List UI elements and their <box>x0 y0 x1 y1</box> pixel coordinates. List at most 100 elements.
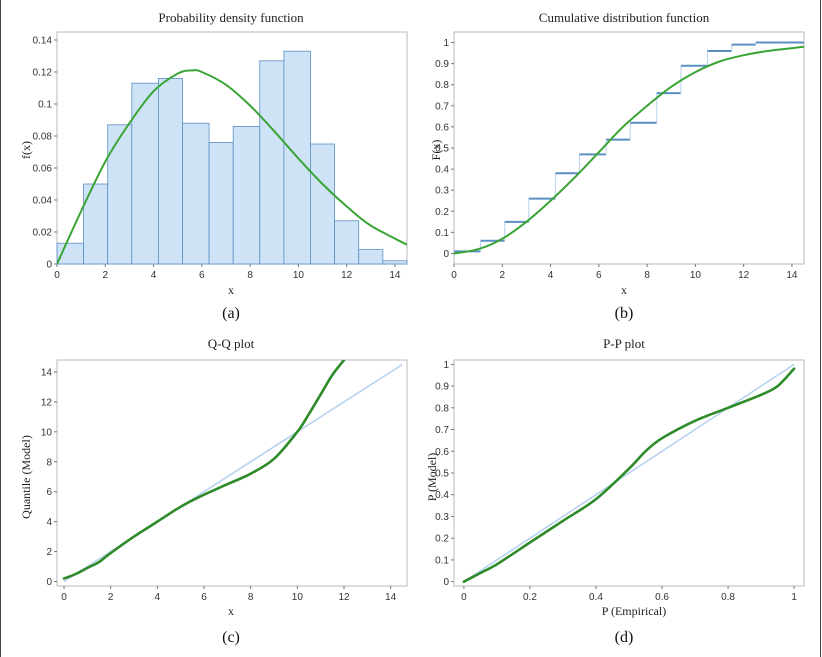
chart-a-bar <box>382 260 408 265</box>
chart-b-y-tick-label: 0.4 <box>435 165 449 176</box>
chart-c-plot: 0 2 4 6 8 10 12 14 0 2 4 6 8 10 12 14 <box>41 359 408 603</box>
chart-a-y-tick-label: 0.08 <box>33 132 53 143</box>
chart-b-plot: 0 2 4 6 8 10 12 14 0 0.1 0.2 0.3 0.4 0.5 0.6 0.7 0.8 0.9 1 <box>435 31 805 281</box>
panel-d-title: P-P plot <box>603 336 645 351</box>
panel-a-caption: (a) <box>222 305 240 322</box>
chart-a-bar <box>157 78 183 265</box>
chart-b-x-tick-label: 2 <box>499 270 505 281</box>
chart-d-series-line <box>462 367 796 583</box>
chart-a-bar <box>358 249 384 265</box>
chart-a-plot: 0 2 4 6 8 10 12 14 0 0.02 0.04 0.06 0.08 0.1 0.12 0.14 <box>33 31 408 281</box>
chart-d-y-tick-label: 0.3 <box>435 512 449 523</box>
chart-d-y-tick-label: 0.9 <box>435 382 449 393</box>
panel-c-xlabel: x <box>228 604 234 618</box>
chart-b-x-tick-label: 4 <box>548 270 554 281</box>
chart-d-y-tick-label: 0.4 <box>435 490 449 501</box>
chart-b-y-tick-label: 0.1 <box>435 228 449 239</box>
chart-c-y-tick-label: 12 <box>41 397 53 408</box>
panel-d: P-P plot P (Empirical) P (Model) (d) <box>425 336 666 646</box>
chart-d-y-tick-label: 0.1 <box>435 555 449 566</box>
chart-a-x-tick-label: 2 <box>102 270 108 281</box>
chart-a-y-tick-label: 0.04 <box>33 196 53 207</box>
panel-a: Probability density function x f(x) (a) <box>19 10 304 322</box>
chart-b-x-tick-label: 0 <box>451 270 457 281</box>
chart-d-x-tick-label: 0 <box>461 592 467 603</box>
chart-a-bar <box>131 82 159 265</box>
panel-a-ylabel: f(x) <box>19 141 33 159</box>
chart-d-x-tick-label: 0.8 <box>721 592 735 603</box>
chart-b-x-tick-label: 6 <box>596 270 602 281</box>
panel-d-ylabel: P (Model) <box>425 453 439 502</box>
chart-b-y-tick-label: 0.8 <box>435 80 449 91</box>
chart-a-x-tick-label: 6 <box>199 270 205 281</box>
chart-a-x-tick-label: 8 <box>247 270 253 281</box>
chart-a-x-tick-label: 14 <box>389 270 401 281</box>
chart-c-x-tick-label: 14 <box>385 592 397 603</box>
chart-a-x-tick-label: 12 <box>341 270 353 281</box>
chart-b-series-line <box>454 45 804 255</box>
chart-a-bar <box>208 141 234 265</box>
chart-a-bar <box>107 124 133 265</box>
chart-a-bar <box>182 122 210 265</box>
chart-c-y-tick-label: 14 <box>41 367 53 378</box>
panel-b: Cumulative distribution function x F(x) … <box>429 10 710 322</box>
chart-c-x-tick-label: 8 <box>248 592 254 603</box>
chart-c-y-tick-label: 8 <box>46 457 52 468</box>
chart-c-y-tick-label: 10 <box>41 427 53 438</box>
chart-c-y-tick-label: 4 <box>46 517 52 528</box>
chart-c-x-tick-label: 6 <box>201 592 207 603</box>
chart-d-reference-line <box>463 363 795 583</box>
chart-b-y-tick-label: 0.3 <box>435 186 449 197</box>
chart-a-y-tick-label: 0.1 <box>38 100 52 111</box>
chart-c-y-tick-label: 2 <box>46 547 52 558</box>
chart-b-y-tick-label: 0.5 <box>435 144 449 155</box>
chart-a-y-tick-label: 0.06 <box>33 164 53 175</box>
chart-d-y-tick-label: 0.8 <box>435 403 449 414</box>
chart-c-series-line <box>62 360 346 580</box>
chart-b-y-tick-label: 0.9 <box>435 59 449 70</box>
chart-c-plot-frame <box>56 359 408 587</box>
chart-c-x-tick-label: 4 <box>155 592 161 603</box>
chart-d-x-tick-label: 1 <box>791 592 797 603</box>
chart-a-x-tick-label: 10 <box>293 270 305 281</box>
chart-c-x-tick-label: 12 <box>338 592 350 603</box>
chart-d-y-tick-label: 0.2 <box>435 534 449 545</box>
chart-a-x-tick-label: 0 <box>54 270 60 281</box>
chart-b-x-tick-label: 10 <box>690 270 702 281</box>
chart-b-y-tick-label: 0.6 <box>435 122 449 133</box>
chart-d-plot: 0 0.2 0.4 0.6 0.8 1 0 0.1 0.2 0.3 0.4 0.5 0.6 0.7 0.8 0… <box>435 359 805 603</box>
chart-d-x-tick-label: 0.4 <box>589 592 603 603</box>
chart-c-x-tick-label: 2 <box>108 592 114 603</box>
chart-a-y-tick-label: 0.12 <box>33 68 53 79</box>
panel-d-xlabel: P (Empirical) <box>602 604 667 618</box>
panel-c-caption: (c) <box>222 629 240 646</box>
chart-b-x-tick-label: 12 <box>738 270 750 281</box>
chart-c-x-tick-label: 10 <box>292 592 304 603</box>
chart-a-y-tick-label: 0.02 <box>33 228 53 239</box>
chart-b-y-tick-label: 0 <box>443 249 449 260</box>
chart-a-bar <box>232 126 261 265</box>
chart-b-x-tick-label: 14 <box>786 270 798 281</box>
panel-a-xlabel: x <box>228 283 234 297</box>
chart-a-x-tick-label: 4 <box>151 270 157 281</box>
chart-d-y-tick-label: 0.7 <box>435 425 449 436</box>
chart-d-y-tick-label: 1 <box>443 360 449 371</box>
chart-a-y-tick-label: 0 <box>46 260 52 271</box>
chart-d-y-tick-label: 0.6 <box>435 447 449 458</box>
chart-d-y-tick-label: 0 <box>443 577 449 588</box>
panel-d-caption: (d) <box>615 629 634 646</box>
chart-b-y-tick-label: 1 <box>443 38 449 49</box>
panel-c: Q-Q plot x Quantile (Model) (c) <box>19 336 255 646</box>
chart-a-bar <box>259 60 285 265</box>
chart-a-series-line <box>57 69 407 264</box>
panel-b-ylabel: F(x) <box>429 140 443 161</box>
chart-a-bar <box>334 220 360 265</box>
panel-c-title: Q-Q plot <box>208 336 255 351</box>
chart-b-y-tick-label: 0.7 <box>435 101 449 112</box>
chart-b-x-tick-label: 8 <box>644 270 650 281</box>
chart-c-y-tick-label: 0 <box>46 577 52 588</box>
panel-c-ylabel: Quantile (Model) <box>19 435 33 519</box>
chart-c-y-tick-label: 6 <box>46 487 52 498</box>
chart-b-y-tick-label: 0.2 <box>435 207 449 218</box>
